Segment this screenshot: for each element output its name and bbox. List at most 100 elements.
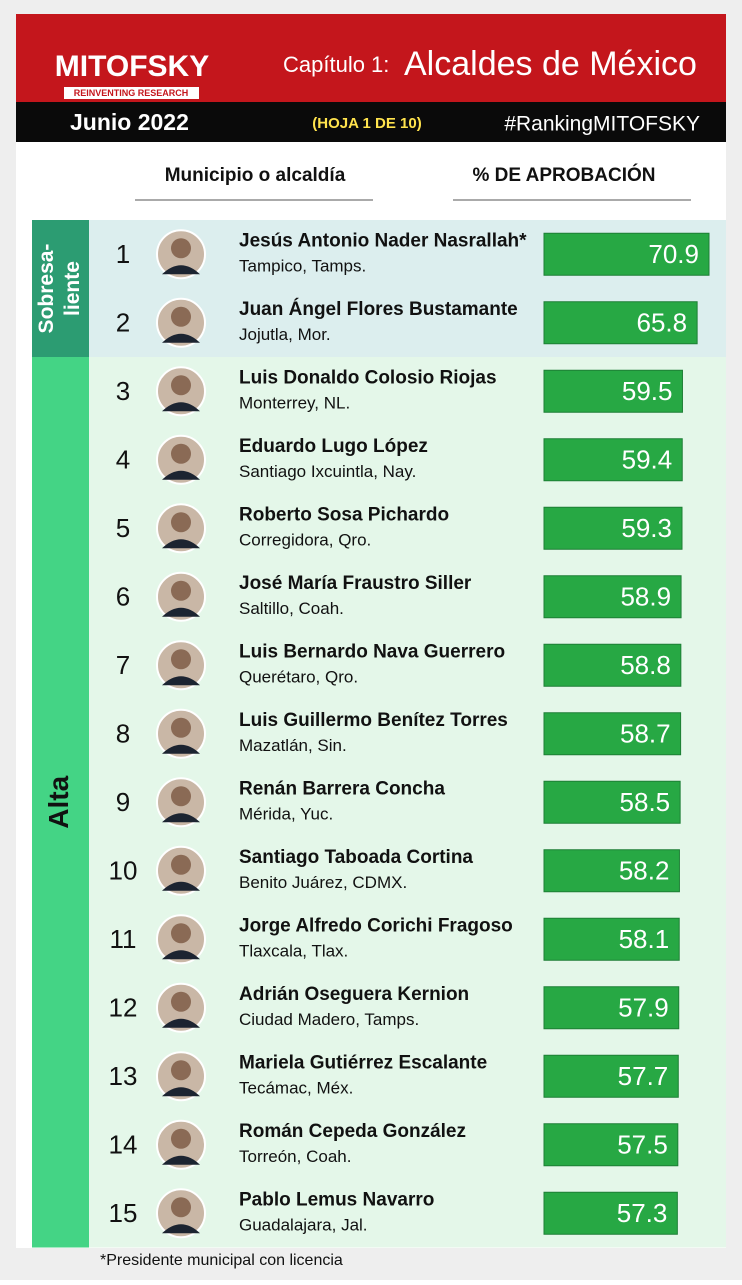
place: Benito Juárez, CDMX. xyxy=(239,873,407,892)
bar xyxy=(543,1191,678,1235)
photo-body xyxy=(162,539,200,549)
bar xyxy=(543,506,683,550)
place: Querétaro, Qro. xyxy=(239,668,358,687)
footnote: *Presidente municipal con licencia xyxy=(100,1252,343,1269)
photo-head xyxy=(171,991,191,1012)
photo-head xyxy=(171,1197,191,1218)
subheader-band xyxy=(16,102,726,142)
photo-head xyxy=(171,238,191,259)
bar-value: 70.9 xyxy=(648,239,699,269)
photo-body xyxy=(162,1018,200,1028)
bar xyxy=(543,1054,679,1098)
title: Alcaldes de México xyxy=(404,45,697,83)
photo-head xyxy=(171,1060,191,1081)
photo-body xyxy=(162,470,200,480)
bar-value: 59.5 xyxy=(622,376,673,406)
photo-body xyxy=(162,333,200,343)
bar-value: 58.1 xyxy=(619,924,670,954)
place: Saltillo, Coah. xyxy=(239,599,344,618)
photo-body xyxy=(162,1087,200,1097)
place: Tlaxcala, Tlax. xyxy=(239,942,348,961)
rank: 14 xyxy=(109,1130,138,1160)
name: Mariela Gutiérrez Escalante xyxy=(239,1052,487,1073)
photo-body xyxy=(162,265,200,275)
place: Corregidora, Qro. xyxy=(239,531,371,550)
bar-value: 65.8 xyxy=(637,308,688,338)
rank: 7 xyxy=(116,650,130,680)
name: Eduardo Lugo López xyxy=(239,436,428,457)
tagline: REINVENTING RESEARCH xyxy=(74,88,189,98)
photo-body xyxy=(162,1224,200,1234)
photo-head xyxy=(171,717,191,738)
bar-value: 58.7 xyxy=(620,719,671,749)
bar-value: 58.8 xyxy=(620,650,671,680)
name: Luis Guillermo Benítez Torres xyxy=(239,710,508,731)
name: Jorge Alfredo Corichi Fragoso xyxy=(239,915,513,936)
name: Luis Bernardo Nava Guerrero xyxy=(239,641,505,662)
name: José María Fraustro Siller xyxy=(239,573,472,594)
photo-head xyxy=(171,854,191,875)
name: Pablo Lemus Navarro xyxy=(239,1189,434,1210)
photo-head xyxy=(171,375,191,396)
place: Tampico, Tamps. xyxy=(239,257,366,276)
photo-head xyxy=(171,786,191,807)
bar-value: 57.3 xyxy=(617,1198,668,1228)
photo-body xyxy=(162,813,200,823)
place: Santiago Ixcuintla, Nay. xyxy=(239,462,416,481)
photo-head xyxy=(171,923,191,944)
name: Adrián Oseguera Kernion xyxy=(239,984,469,1005)
rank: 11 xyxy=(110,924,137,954)
sheet: (HOJA 1 DE 10) xyxy=(312,115,421,132)
rank: 2 xyxy=(116,308,130,338)
bar-value: 58.9 xyxy=(620,582,671,612)
chapter: Capítulo 1: xyxy=(283,52,389,77)
bar xyxy=(543,232,710,276)
rank: 13 xyxy=(109,1061,138,1091)
name: Renán Barrera Concha xyxy=(239,778,445,799)
photo-head xyxy=(171,649,191,670)
rank: 12 xyxy=(109,993,138,1023)
rank: 15 xyxy=(109,1198,138,1228)
photo-body xyxy=(162,402,200,412)
bar xyxy=(543,301,698,345)
column-header: % DE APROBACIÓN xyxy=(473,164,656,186)
column-header: Municipio o alcaldía xyxy=(165,165,346,186)
name: Jesús Antonio Nader Nasrallah* xyxy=(239,230,527,251)
photo-head xyxy=(171,443,191,464)
hashtag: #RankingMITOFSKY xyxy=(504,113,700,136)
bar xyxy=(543,643,682,687)
bar-value: 58.5 xyxy=(620,787,671,817)
bar-value: 59.3 xyxy=(621,513,672,543)
group-label: Alta xyxy=(43,775,74,828)
tagline-box xyxy=(64,87,199,99)
bar xyxy=(543,438,683,482)
name: Juan Ángel Flores Bustamante xyxy=(239,298,518,320)
group-label: liente xyxy=(61,261,84,316)
rank: 10 xyxy=(109,856,138,886)
bar xyxy=(543,1123,679,1167)
bar xyxy=(543,369,683,413)
name: Santiago Taboada Cortina xyxy=(239,847,473,868)
photo-body xyxy=(162,676,200,686)
name: Roberto Sosa Pichardo xyxy=(239,504,449,525)
bar-value: 58.2 xyxy=(619,856,670,886)
group-side xyxy=(32,357,89,1248)
rank: 6 xyxy=(116,582,130,612)
place: Mérida, Yuc. xyxy=(239,805,333,824)
rank: 5 xyxy=(116,513,130,543)
bar-value: 57.9 xyxy=(618,993,669,1023)
place: Mazatlán, Sin. xyxy=(239,736,347,755)
bar-value: 57.5 xyxy=(617,1130,668,1160)
photo-body xyxy=(162,1155,200,1165)
place: Monterrey, NL. xyxy=(239,394,350,413)
group-side xyxy=(32,220,89,357)
photo-head xyxy=(171,1128,191,1149)
bar xyxy=(543,917,680,961)
place: Torreón, Coah. xyxy=(239,1147,351,1166)
photo-body xyxy=(162,950,200,960)
name: Luis Donaldo Colosio Riojas xyxy=(239,367,497,388)
photo-head xyxy=(171,306,191,327)
place: Tecámac, Méx. xyxy=(239,1079,353,1098)
bar xyxy=(543,849,680,893)
